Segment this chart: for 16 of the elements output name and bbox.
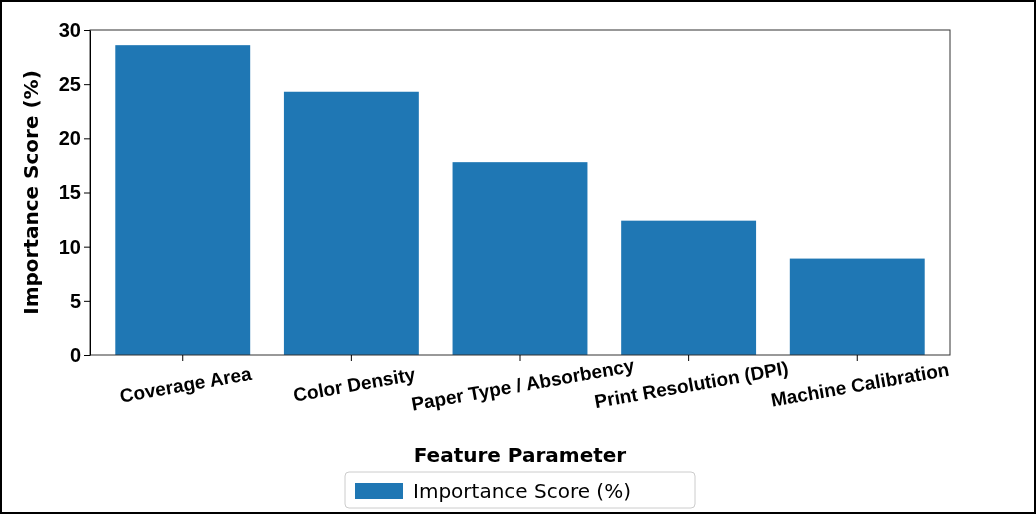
y-tick-label: 20 <box>58 127 81 150</box>
bar <box>283 91 419 355</box>
y-tick-label: 10 <box>58 235 81 258</box>
bar <box>452 162 588 355</box>
bar <box>621 220 757 355</box>
y-tick-label: 25 <box>58 73 81 96</box>
y-tick-label: 15 <box>58 181 81 204</box>
x-tick-label: Coverage Area <box>118 362 254 407</box>
legend-label: Importance Score (%) <box>413 479 631 503</box>
y-tick-label: 0 <box>69 343 81 366</box>
x-axis-title: Feature Parameter <box>413 443 627 467</box>
y-tick-label: 30 <box>58 18 81 41</box>
y-tick-label: 5 <box>69 289 81 312</box>
y-axis-title: Importance Score (%) <box>19 70 43 315</box>
bar <box>789 258 925 355</box>
bar <box>115 45 251 355</box>
